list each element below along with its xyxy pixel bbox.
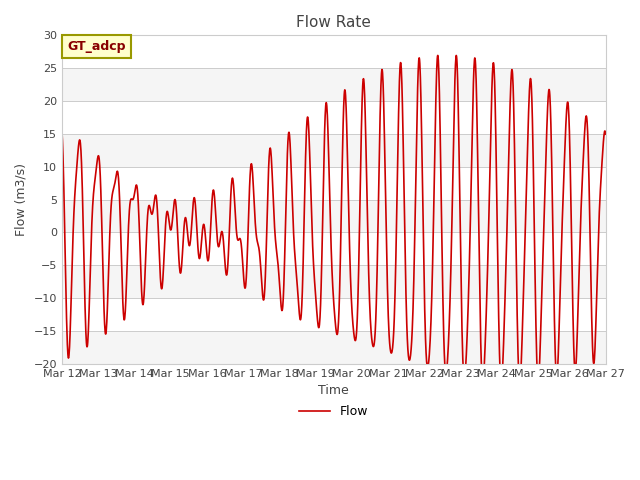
Bar — [62, 68, 605, 101]
Bar — [62, 101, 605, 134]
Flow — [434, 52, 442, 58]
Flow — [586, 232, 594, 238]
Flow — [486, 152, 494, 158]
Text: GT_adcp: GT_adcp — [67, 40, 126, 53]
Bar — [62, 36, 605, 68]
Bar — [62, 200, 605, 232]
Bar — [62, 232, 605, 265]
Bar — [62, 167, 605, 200]
Flow — [86, 289, 93, 295]
Bar — [62, 134, 605, 167]
X-axis label: Time: Time — [318, 384, 349, 397]
Flow — [323, 100, 330, 106]
Bar — [62, 265, 605, 298]
Flow — [497, 381, 505, 387]
Legend: Flow: Flow — [294, 400, 374, 423]
Bar — [62, 298, 605, 331]
Bar — [62, 331, 605, 364]
Title: Flow Rate: Flow Rate — [296, 15, 371, 30]
Flow — [58, 128, 66, 133]
Line: Flow: Flow — [62, 55, 605, 384]
Flow — [308, 221, 316, 227]
Flow — [586, 247, 594, 252]
Flow — [602, 132, 609, 137]
Y-axis label: Flow (m3/s): Flow (m3/s) — [15, 163, 28, 236]
